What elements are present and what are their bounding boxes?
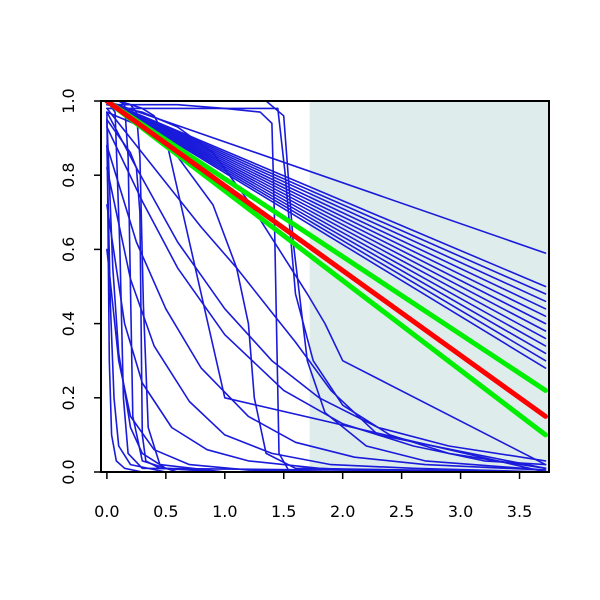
y-tick-label: 0.8: [59, 162, 78, 187]
series-line-blue-5: [106, 101, 547, 318]
x-tick-label: 0.0: [94, 502, 119, 521]
series-line-blue-11: [106, 101, 547, 362]
series-line-blue-14: [106, 101, 547, 471]
y-tick-label: 0.0: [59, 459, 78, 484]
y-axis: 0.0 0.2 0.4 0.6 0.8 1.0: [59, 88, 102, 485]
series-line-blue-0: [106, 101, 547, 254]
series-line-blue-16: [106, 126, 547, 466]
x-tick-label: 3.5: [507, 502, 532, 521]
series-line-blue-3: [106, 101, 547, 303]
series-line-blue-4: [106, 101, 547, 310]
y-tick-label: 0.6: [59, 237, 78, 262]
series-line-blue-9: [106, 101, 547, 347]
x-tick-label: 1.0: [212, 502, 237, 521]
series-line-green-34: [104, 101, 548, 438]
series-line-blue-1: [106, 101, 547, 288]
series-line-blue-17: [106, 144, 547, 471]
x-tick-label: 2.0: [330, 502, 355, 521]
series-line-blue-18: [106, 167, 547, 472]
y-tick-label: 1.0: [59, 88, 78, 113]
series-line-blue-7: [106, 101, 547, 332]
x-tick-label: 2.5: [389, 502, 414, 521]
x-tick-label: 1.5: [271, 502, 296, 521]
series-line-blue-2: [106, 101, 547, 295]
series-line-green-33: [104, 101, 548, 393]
series-line-blue-23: [106, 103, 547, 466]
series-line-blue-24: [106, 107, 547, 470]
x-axis: 0.0 0.5 1.0 1.5 2.0 2.5 3.0 3.5: [94, 471, 532, 521]
series-line-blue-8: [106, 101, 547, 340]
series-line-blue-12: [106, 101, 547, 369]
series-line-blue-10: [106, 101, 547, 355]
series-line-blue-31: [106, 144, 547, 472]
series-line-blue-15: [106, 111, 547, 462]
y-tick-label: 0.2: [59, 385, 78, 410]
x-tick-label: 3.0: [448, 502, 473, 521]
series-line-blue-6: [106, 101, 547, 325]
series-line-blue-28: [106, 101, 547, 472]
series-line-red-35: [104, 101, 548, 419]
series-line-blue-30: [106, 111, 547, 472]
series-line-blue-21: [106, 103, 547, 472]
series-line-blue-13: [106, 107, 547, 470]
x-tick-label: 0.5: [153, 502, 178, 521]
series-layer: [104, 101, 548, 472]
y-tick-label: 0.4: [59, 311, 78, 336]
